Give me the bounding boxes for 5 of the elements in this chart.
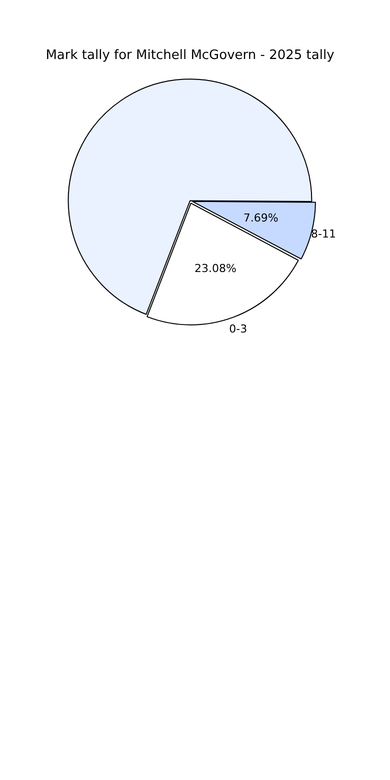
slice-label: 0-3 xyxy=(229,322,248,336)
data-label: 23.08% xyxy=(194,262,236,276)
chart-title: Mark tally for Mitchell McGovern - 2025 tally xyxy=(46,48,335,64)
data-label: 7.69% xyxy=(243,212,278,225)
slice-label: 8-11 xyxy=(311,227,336,240)
